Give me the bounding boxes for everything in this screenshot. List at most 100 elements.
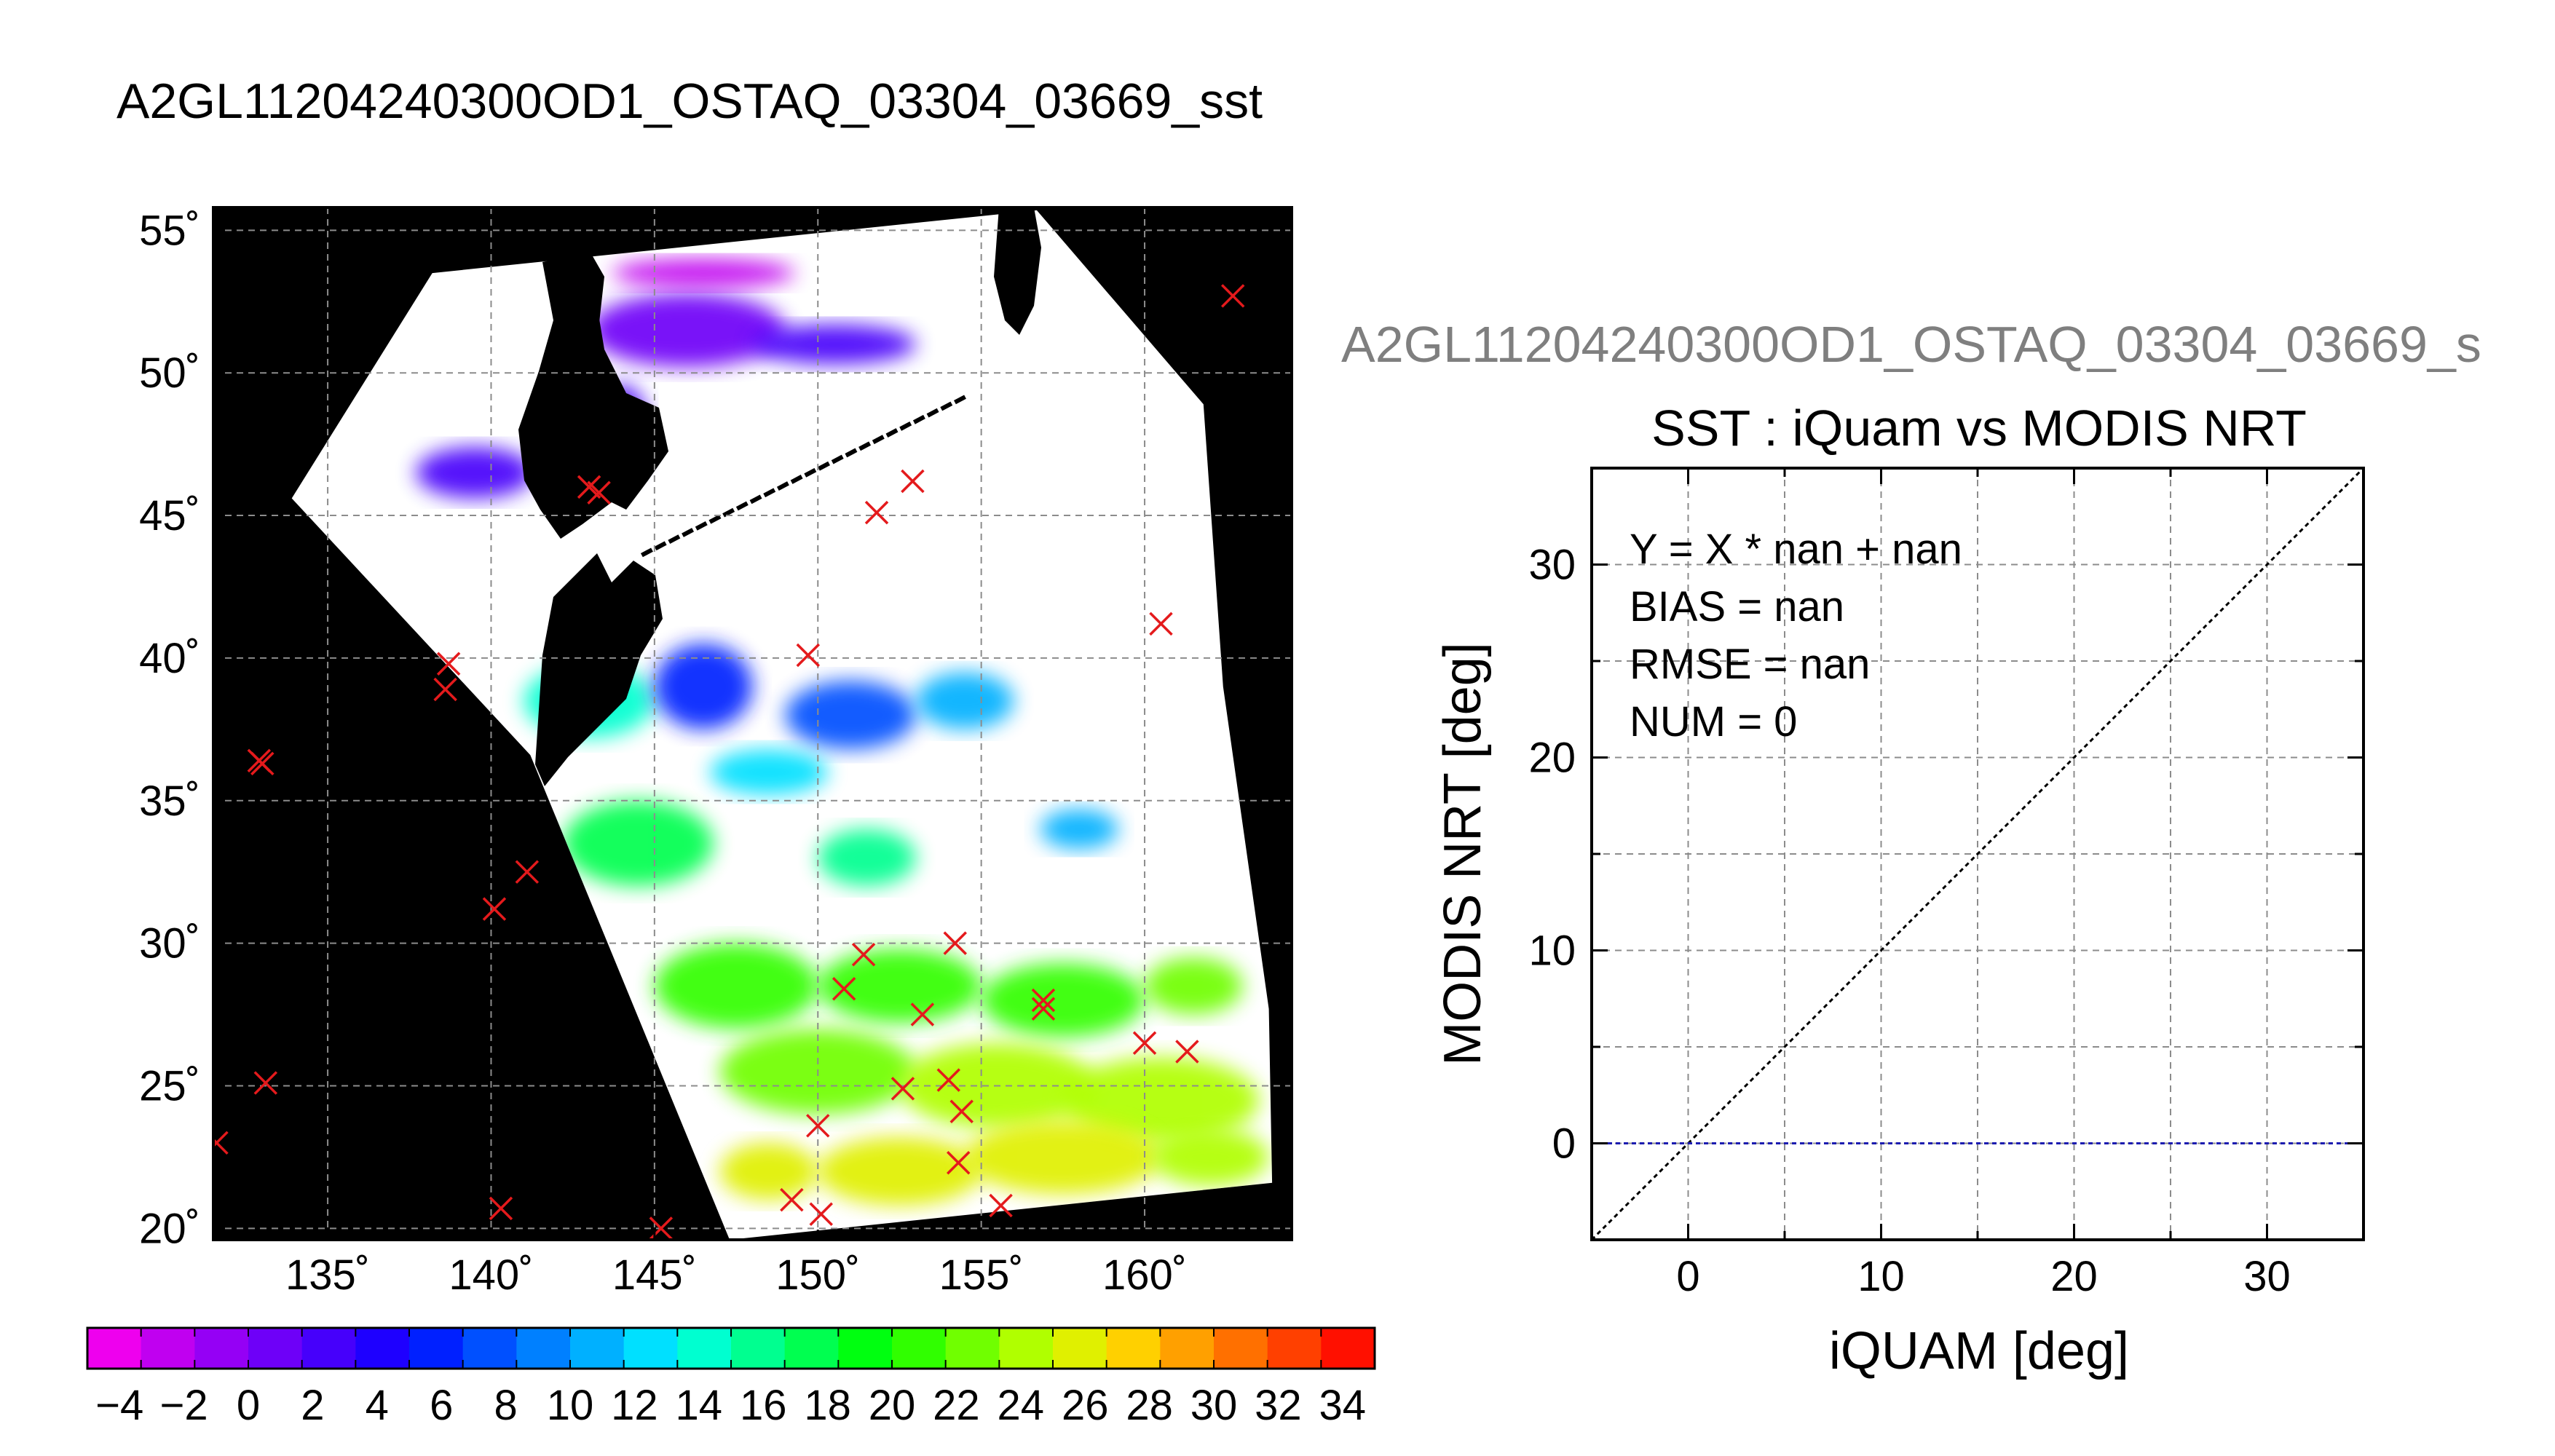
colorbar-tick-label: −4 <box>95 1382 143 1429</box>
sst-patch <box>981 963 1145 1037</box>
scatter-title: SST : iQuam vs MODIS NRT <box>1651 400 2307 456</box>
colorbar-ticks: −4 −2 0 2 4 6 8 10 12 14 16 18 20 22 24 26 28 30 32 34 <box>95 1328 1366 1429</box>
map-y-tick-label: 45˚ <box>139 492 200 539</box>
sst-patch <box>589 293 786 368</box>
match-marker <box>436 652 461 676</box>
scatter-x-tick-label: 0 <box>1676 1253 1699 1300</box>
map-y-tick-label: 35˚ <box>139 778 200 825</box>
match-marker <box>806 1114 830 1138</box>
colorbar-cell <box>462 1328 517 1369</box>
stats-rmse: RMSE = nan <box>1630 641 1870 688</box>
scatter-ticks: 0 10 20 30 0 10 20 30 <box>1528 467 2365 1300</box>
match-marker <box>1132 1031 1157 1055</box>
colorbar-cell <box>409 1328 464 1369</box>
one-to-one-line <box>1592 468 2364 1240</box>
match-marker <box>832 977 856 1001</box>
sst-patch <box>612 258 795 288</box>
map-x-tick-label: 135˚ <box>285 1251 370 1299</box>
map-x-tick-label: 140˚ <box>449 1251 533 1299</box>
sst-patch <box>416 447 534 499</box>
kuril-island <box>899 422 912 431</box>
colorbar-cell <box>248 1328 303 1369</box>
kuril-island <box>845 448 858 458</box>
match-marker <box>943 931 967 955</box>
kuril-island <box>790 475 803 484</box>
kuril-island <box>818 461 830 471</box>
match-marker <box>250 751 275 776</box>
colorbar-cell <box>1214 1328 1268 1369</box>
colorbar-tick-label: 20 <box>869 1382 916 1429</box>
match-marker <box>213 1131 229 1155</box>
sst-patch <box>818 1136 982 1206</box>
sst-patch <box>654 644 753 729</box>
match-marker <box>489 1196 513 1221</box>
match-marker <box>253 1071 278 1095</box>
match-marker <box>809 1202 833 1226</box>
match-marker <box>780 1187 804 1212</box>
colorbar-cell <box>1160 1328 1215 1369</box>
match-marker <box>796 643 821 668</box>
scatter-y-tick-label: 10 <box>1528 927 1576 975</box>
match-marker <box>949 1099 974 1123</box>
colorbar-cell <box>1321 1328 1375 1369</box>
match-marker <box>515 860 540 884</box>
sst-patch <box>915 672 1014 729</box>
match-marker <box>1220 284 1245 308</box>
scatter-x-tick-label: 30 <box>2243 1253 2291 1300</box>
scatter-x-tick-label: 20 <box>2050 1253 2098 1300</box>
colorbar-tick-label: 8 <box>494 1382 517 1429</box>
kuril-island <box>722 507 735 518</box>
kuril-island <box>926 408 939 418</box>
match-markers <box>213 284 1245 1240</box>
colorbar-cell <box>999 1328 1054 1369</box>
scatter-x-tick-label: 10 <box>1857 1253 1905 1300</box>
colorbar-cell <box>731 1328 786 1369</box>
kuril-island <box>954 395 966 405</box>
map-x-tick-label: 160˚ <box>1102 1251 1187 1299</box>
kuril-island <box>735 501 749 511</box>
sst-patch <box>785 681 916 750</box>
match-marker <box>587 480 611 505</box>
colorbar-cell <box>516 1328 571 1369</box>
kuril-island <box>763 488 776 498</box>
match-marker <box>1031 988 1056 1013</box>
kuril-island <box>872 435 885 445</box>
kuril-island <box>858 441 872 451</box>
match-marker <box>891 1077 915 1101</box>
kuril-island <box>695 521 708 531</box>
colorbar-tick-label: 14 <box>676 1382 723 1429</box>
stats-bias: BIAS = nan <box>1630 583 1844 630</box>
colorbar-cell <box>945 1328 1000 1369</box>
colorbar-cell <box>1267 1328 1322 1369</box>
sst-patch <box>1062 1057 1260 1143</box>
map-grid <box>213 207 1292 1240</box>
map-x-tick-label: 145˚ <box>612 1251 697 1299</box>
sakhalin-land <box>542 251 608 480</box>
sst-patch <box>1145 957 1243 1015</box>
colorbar-cell <box>838 1328 893 1369</box>
map-x-tick-label: 150˚ <box>775 1251 860 1299</box>
sst-colorbar: −4 −2 0 2 4 6 8 10 12 14 16 18 20 22 24 26 28 30 32 34 <box>86 1326 1376 1429</box>
kamchatka-land <box>994 207 1041 335</box>
match-marker <box>936 1068 961 1092</box>
sst-patch <box>1151 1128 1269 1186</box>
colorbar-tick-label: 30 <box>1190 1382 1238 1429</box>
match-marker <box>433 677 457 702</box>
map-y-tick-label: 50˚ <box>139 349 200 397</box>
sst-patch <box>1040 809 1119 850</box>
figure-title: A2GL11204240300OD1_OSTAQ_03304_03669_sst <box>117 74 1263 129</box>
colorbar-tick-label: 2 <box>301 1382 324 1429</box>
scatter-y-tick-label: 30 <box>1528 542 1576 589</box>
colorbar-cell <box>355 1328 410 1369</box>
map-y-tick-label: 25˚ <box>139 1062 200 1109</box>
colorbar-cell <box>677 1328 732 1369</box>
colorbar-tick-label: 10 <box>547 1382 594 1429</box>
colorbar-cells <box>87 1328 1375 1369</box>
colorbar-cell <box>784 1328 839 1369</box>
kuril-island <box>940 401 953 411</box>
map-tick-labels: 135˚ 140˚ 145˚ 150˚ 155˚ 160˚ 20˚ 25˚ 30˚ 35˚ 40˚ 4… <box>139 207 1187 1299</box>
scatter-y-tick-label: 0 <box>1552 1120 1576 1168</box>
match-marker <box>1031 997 1056 1021</box>
kuril-island <box>749 494 762 505</box>
colorbar-tick-label: 6 <box>430 1382 453 1429</box>
